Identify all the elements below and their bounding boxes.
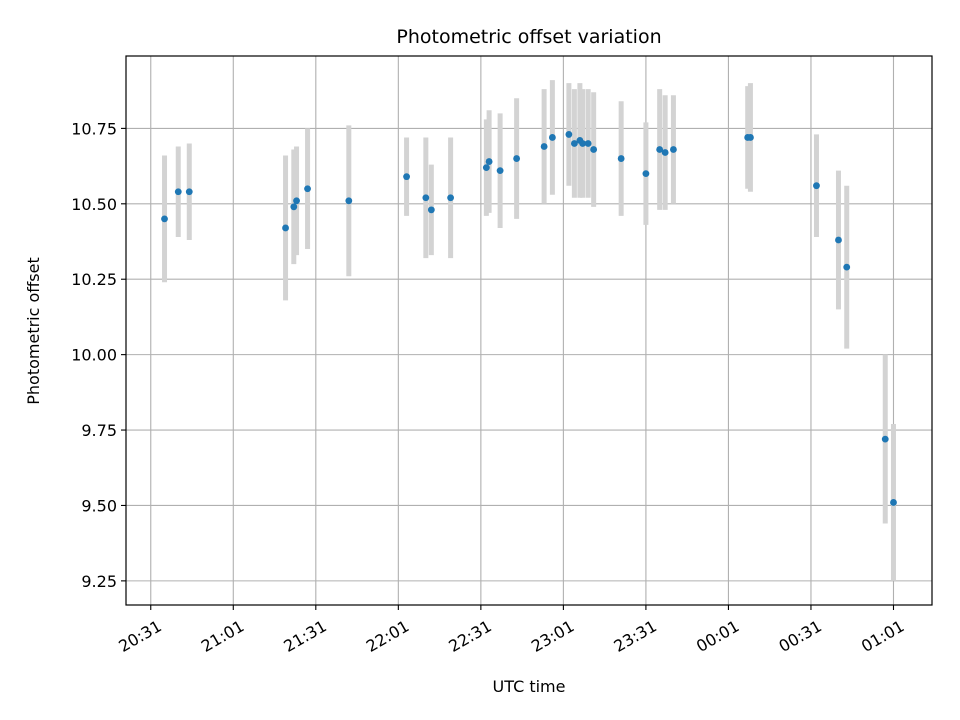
y-tick-label: 9.50 bbox=[81, 496, 117, 515]
data-point bbox=[290, 203, 298, 211]
data-point bbox=[282, 224, 289, 232]
data-point bbox=[427, 206, 435, 214]
y-tick-label: 9.75 bbox=[81, 421, 117, 440]
data-point bbox=[813, 182, 820, 190]
data-point bbox=[661, 149, 669, 156]
data-point bbox=[403, 173, 410, 181]
data-point bbox=[565, 131, 573, 138]
data-point bbox=[570, 140, 578, 147]
data-point bbox=[185, 188, 193, 196]
data-point bbox=[835, 236, 842, 244]
y-tick-label: 10.25 bbox=[71, 270, 117, 289]
data-point bbox=[447, 194, 455, 202]
data-point bbox=[670, 146, 677, 153]
data-point bbox=[642, 170, 650, 178]
data-point bbox=[590, 146, 598, 153]
data-point bbox=[174, 188, 182, 196]
y-tick-label: 10.75 bbox=[71, 119, 117, 138]
data-point bbox=[843, 263, 851, 271]
grid bbox=[126, 56, 932, 605]
y-tick-label: 10.00 bbox=[71, 346, 117, 365]
data-point bbox=[656, 146, 664, 153]
chart-title: Photometric offset variation bbox=[396, 26, 661, 48]
data-point bbox=[513, 155, 521, 162]
plot-frame bbox=[125, 55, 933, 606]
y-tick-label: 9.25 bbox=[81, 572, 117, 591]
data-point bbox=[304, 185, 311, 193]
data-point bbox=[293, 197, 300, 205]
y-axis-label: Photometric offset bbox=[24, 257, 43, 405]
data-point bbox=[540, 143, 548, 150]
data-point bbox=[890, 499, 897, 506]
data-point bbox=[485, 158, 493, 165]
data-point bbox=[161, 215, 168, 223]
data-point bbox=[579, 140, 587, 147]
y-tick-label: 10.50 bbox=[71, 195, 117, 214]
data-point bbox=[617, 155, 625, 162]
y-axis: 9.25 9.50 9.75 10.00 10.25 10.50 10.75 bbox=[71, 119, 126, 591]
data-point bbox=[548, 134, 556, 141]
data-point bbox=[584, 140, 592, 147]
data-point bbox=[496, 167, 504, 175]
data-point bbox=[881, 435, 889, 443]
data-point bbox=[422, 194, 430, 202]
data-point bbox=[482, 164, 490, 172]
x-axis-label: UTC time bbox=[493, 677, 566, 696]
data-points bbox=[161, 131, 897, 506]
data-point bbox=[345, 197, 353, 205]
data-point bbox=[747, 134, 754, 141]
